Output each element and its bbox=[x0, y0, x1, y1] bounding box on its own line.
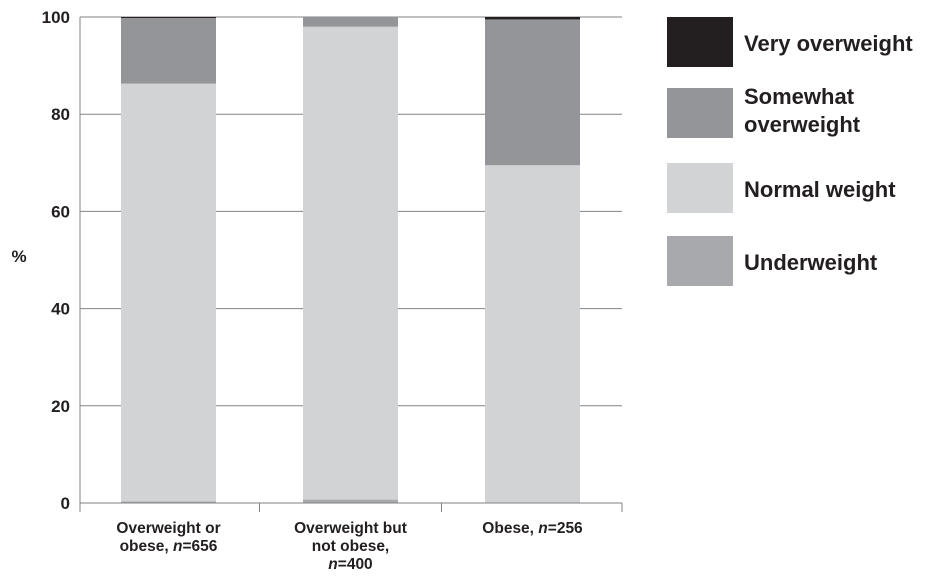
bar-segment-somewhat-overweight bbox=[303, 17, 398, 27]
category-label: Overweight but not obese, n=400 bbox=[294, 520, 407, 573]
category-label-part: =256 bbox=[548, 520, 583, 537]
bar-segment-underweight bbox=[121, 501, 216, 503]
bar-stack-1 bbox=[121, 17, 216, 503]
category-label-part: n bbox=[538, 520, 547, 537]
bar-segment-somewhat-overweight bbox=[121, 17, 216, 84]
category-label-part: =400 bbox=[338, 556, 373, 573]
y-axis-label: % bbox=[11, 247, 26, 266]
legend-label-line: Normal weight bbox=[744, 177, 896, 202]
legend-swatch bbox=[667, 163, 733, 213]
y-tick-label: 20 bbox=[51, 397, 70, 416]
category-label-part: not obese, bbox=[312, 538, 390, 555]
legend-label: Normal weight bbox=[744, 177, 896, 202]
category-label-part: n bbox=[328, 556, 337, 573]
category-label-part: obese, bbox=[120, 538, 173, 555]
legend-label-line: Underweight bbox=[744, 250, 878, 275]
category-label-part: =656 bbox=[182, 538, 217, 555]
legend-swatch bbox=[667, 236, 733, 286]
y-tick-label: 60 bbox=[51, 202, 70, 221]
legend-item-3: Normal weight bbox=[667, 163, 896, 213]
y-tick-labels: 0 20 40 60 80 100 bbox=[42, 8, 70, 513]
legend-item-1: Very overweight bbox=[667, 17, 913, 67]
category-label-part: Obese, bbox=[482, 520, 538, 537]
legend-label: Very overweight bbox=[744, 31, 913, 56]
legend: Very overweight Somewhat overweight Normal … bbox=[667, 17, 913, 286]
category-label-part: Overweight but bbox=[294, 520, 407, 537]
legend-label-line: Somewhat bbox=[744, 84, 855, 109]
bar-segment-very-overweight bbox=[121, 17, 216, 18]
y-tick-label: 0 bbox=[61, 494, 70, 513]
category-label: Overweight or obese, n=656 bbox=[116, 520, 220, 555]
bar-segment-somewhat-overweight bbox=[485, 19, 580, 166]
category-label-part: n bbox=[173, 538, 182, 555]
category-label-part: Overweight or bbox=[116, 520, 220, 537]
bar-stack-3 bbox=[485, 17, 580, 504]
legend-swatch bbox=[667, 17, 733, 67]
bar-segment-normal-weight bbox=[121, 83, 216, 502]
bars bbox=[121, 17, 580, 504]
legend-label-line: overweight bbox=[744, 112, 861, 137]
legend-item-4: Underweight bbox=[667, 236, 878, 286]
bar-segment-underweight bbox=[303, 499, 398, 503]
legend-label: Underweight bbox=[744, 250, 878, 275]
legend-label-line: Very overweight bbox=[744, 31, 913, 56]
y-tick-label: 40 bbox=[51, 300, 70, 319]
category-label: Obese, n=256 bbox=[482, 520, 583, 537]
axes bbox=[79, 17, 623, 512]
legend-item-2: Somewhat overweight bbox=[667, 84, 861, 138]
legend-swatch bbox=[667, 88, 733, 138]
bar-segment-normal-weight bbox=[485, 165, 580, 504]
y-tick-label: 80 bbox=[51, 105, 70, 124]
bar-segment-very-overweight bbox=[485, 17, 580, 20]
bar-segment-normal-weight bbox=[303, 26, 398, 500]
legend-label: Somewhat overweight bbox=[744, 84, 861, 137]
bar-stack-2 bbox=[303, 17, 398, 503]
y-tick-label: 100 bbox=[42, 8, 70, 27]
